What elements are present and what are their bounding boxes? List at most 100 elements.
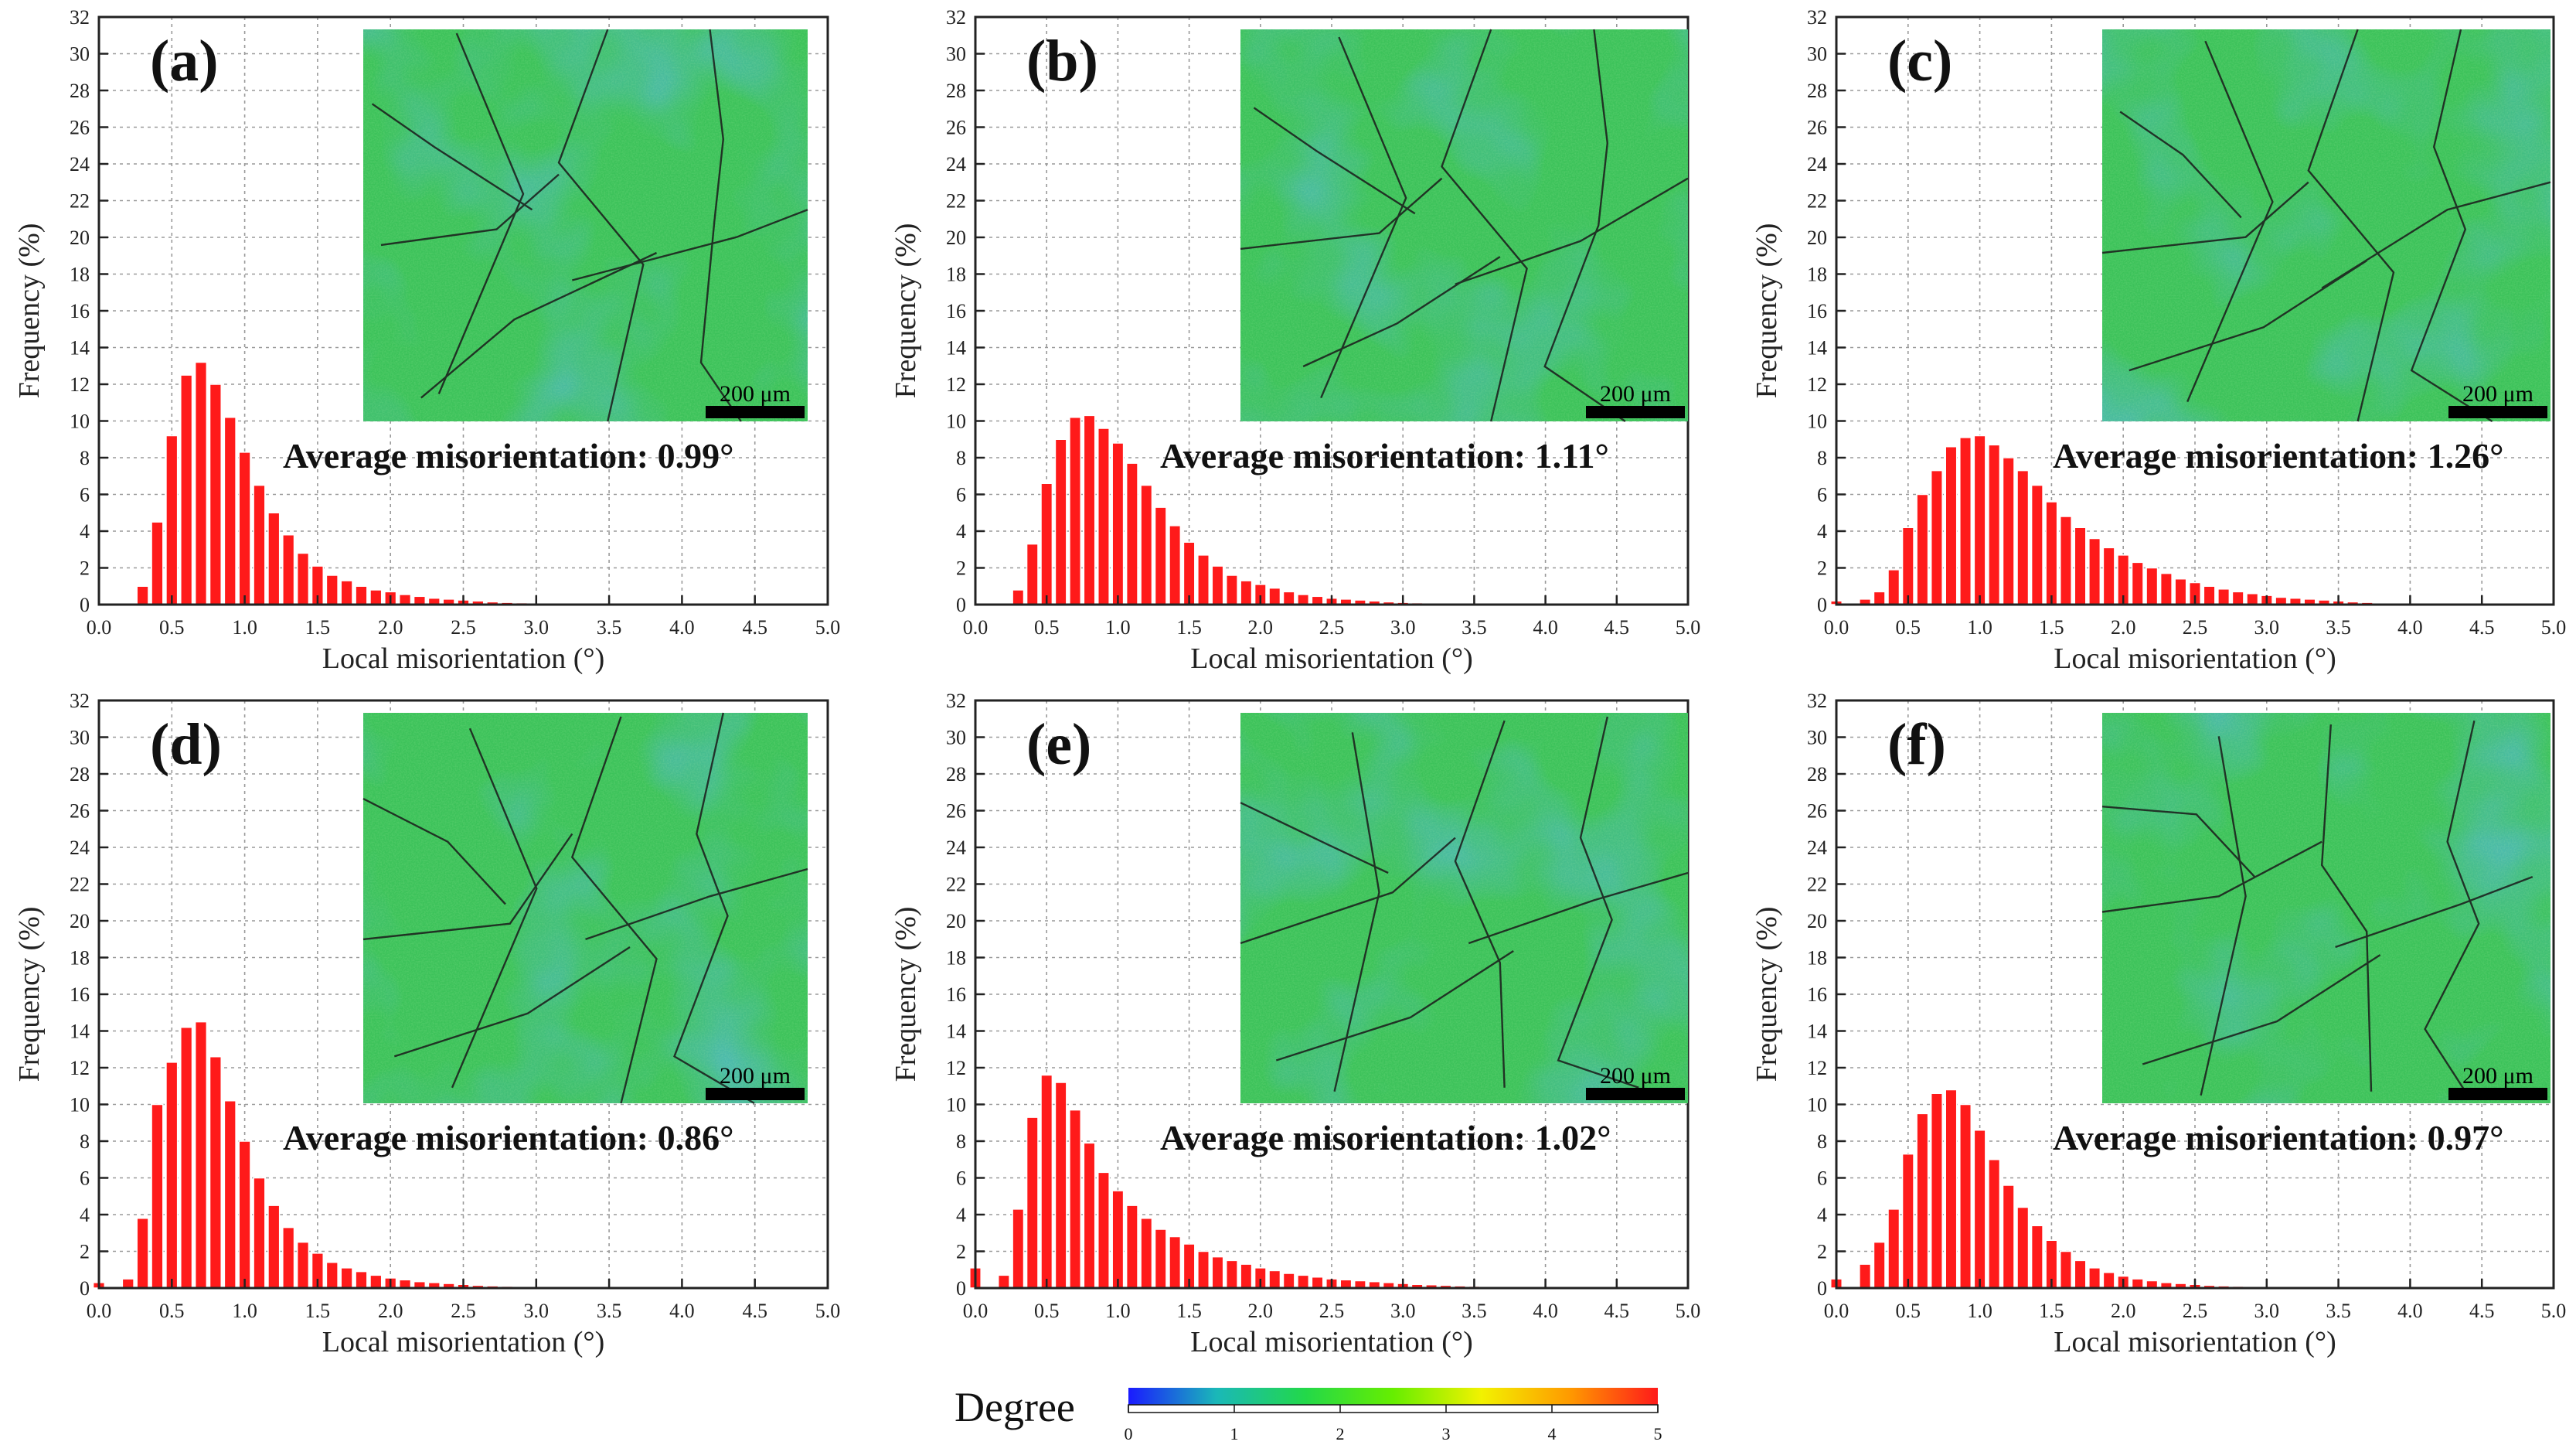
colorbar-tick-label: 0 (1125, 1424, 1133, 1443)
histogram-bar (1026, 543, 1039, 605)
y-tick-label: 24 (1807, 837, 1827, 859)
y-tick-label: 22 (1807, 874, 1827, 896)
map-noise (363, 713, 808, 1103)
y-tick-label: 26 (70, 800, 90, 823)
y-tick-label: 22 (1807, 190, 1827, 213)
y-tick-label: 28 (1807, 80, 1827, 102)
histogram-bar (1012, 1208, 1025, 1289)
y-tick-label: 20 (1807, 910, 1827, 932)
histogram-bar (1111, 442, 1125, 605)
histogram-bar (1083, 1142, 1096, 1289)
grain-boundary (420, 251, 658, 399)
y-tick-label: 30 (946, 43, 966, 66)
histogram-bar (136, 585, 149, 605)
histogram-bar (1169, 1235, 1182, 1289)
x-tick-label: 4.5 (742, 1300, 767, 1322)
histogram-bar (1916, 493, 1929, 605)
grain-boundary (1557, 716, 1639, 1089)
y-tick-label: 20 (70, 227, 90, 249)
grain-boundary (371, 103, 533, 211)
histogram-bar (1154, 506, 1167, 605)
y-tick-label: 8 (956, 447, 966, 469)
y-tick-label: 18 (946, 264, 966, 286)
scale-bar (2448, 1088, 2547, 1100)
histogram-bar (2102, 1272, 2115, 1289)
x-tick-label: 0.0 (87, 616, 112, 639)
grain-boundary (1240, 802, 1389, 874)
histogram-bar (1859, 1263, 1872, 1289)
histogram-bar (1169, 525, 1182, 605)
x-tick-label: 1.0 (1967, 616, 1992, 639)
bars (92, 1021, 529, 1289)
x-tick-label: 4.0 (1533, 616, 1558, 639)
map-noise (363, 29, 808, 421)
grain-boundary (1441, 29, 1528, 422)
grain-boundary (1455, 177, 1689, 285)
y-tick-label: 10 (1807, 1094, 1827, 1116)
x-tick-label: 0.0 (963, 616, 989, 639)
histogram-bar (194, 1021, 208, 1289)
histogram-bar (1930, 469, 1943, 605)
bars (136, 361, 543, 605)
grain-boundary (2335, 875, 2533, 949)
panel-label: (f) (1887, 712, 1946, 777)
histogram-bar (2074, 1259, 2087, 1289)
y-tick-label: 4 (1817, 1204, 1827, 1226)
y-tick-label: 32 (1807, 690, 1827, 712)
x-tick-label: 3.5 (2326, 1300, 2351, 1322)
colorbar-gradient (1128, 1388, 1658, 1405)
histogram-bar (355, 585, 368, 605)
y-tick-label: 2 (80, 1241, 90, 1263)
kam-map-inset: 200 μm (362, 712, 808, 1105)
y-axis-title: Frequency (%) (13, 907, 46, 1082)
x-tick-label: 1.0 (1105, 616, 1131, 639)
histogram-bar (180, 374, 193, 605)
y-tick-label: 24 (946, 837, 966, 859)
histogram-bar (2030, 484, 2043, 605)
y-tick-label: 4 (80, 1204, 90, 1226)
y-tick-label: 22 (946, 190, 966, 213)
grain-boundaries (1240, 716, 1689, 1092)
panel-label: (b) (1026, 29, 1098, 94)
y-tick-label: 18 (70, 264, 90, 286)
y-tick-label: 18 (1807, 947, 1827, 970)
histogram-bar (1945, 1089, 1958, 1289)
histogram-bar (209, 1056, 222, 1289)
histogram-bar (223, 1100, 237, 1289)
grain-boundary (2186, 40, 2274, 403)
panel-e: 0.0 0.5 1.0 1.5 2.0 2.5 3.0 3.5 4.0 4.5 5.00246810… (890, 690, 1700, 1358)
panel-label: (d) (150, 712, 222, 777)
x-tick-label: 2.5 (1319, 1300, 1345, 1322)
histogram-bar (1916, 1113, 1929, 1289)
x-tick-label: 0.5 (1034, 1300, 1060, 1322)
x-tick-label: 2.0 (378, 616, 403, 639)
grain-boundary (1253, 107, 1416, 215)
histogram-bar (296, 1241, 310, 1289)
histogram-bar (1240, 580, 1253, 605)
histogram-bar (1097, 428, 1110, 605)
y-tick-label: 16 (70, 300, 90, 322)
grain-boundaries (371, 29, 808, 422)
histogram-bar (2231, 591, 2244, 605)
histogram-bar (398, 1279, 412, 1289)
scale-bar-label: 200 μm (720, 381, 791, 407)
x-tick-label: 2.0 (2111, 616, 2136, 639)
y-tick-label: 12 (1807, 373, 1827, 396)
histogram-bar (1225, 1259, 1238, 1289)
grain-boundary (673, 712, 755, 1105)
grain-boundary (2142, 954, 2381, 1065)
x-tick-label: 3.5 (597, 1300, 622, 1322)
y-tick-label: 6 (1817, 1167, 1827, 1190)
kam-map-inset: 200 μm (2101, 29, 2551, 423)
y-axis-title: Frequency (%) (890, 907, 922, 1082)
y-tick-label: 10 (946, 1094, 966, 1116)
y-tick-label: 2 (956, 557, 966, 580)
y-tick-label: 32 (70, 690, 90, 712)
y-tick-label: 28 (1807, 763, 1827, 786)
y-tick-label: 32 (946, 6, 966, 29)
x-tick-label: 0.0 (963, 1300, 989, 1322)
y-tick-label: 16 (70, 983, 90, 1006)
y-tick-label: 16 (946, 300, 966, 322)
y-tick-label: 30 (70, 727, 90, 749)
histogram-bar (2174, 578, 2187, 605)
